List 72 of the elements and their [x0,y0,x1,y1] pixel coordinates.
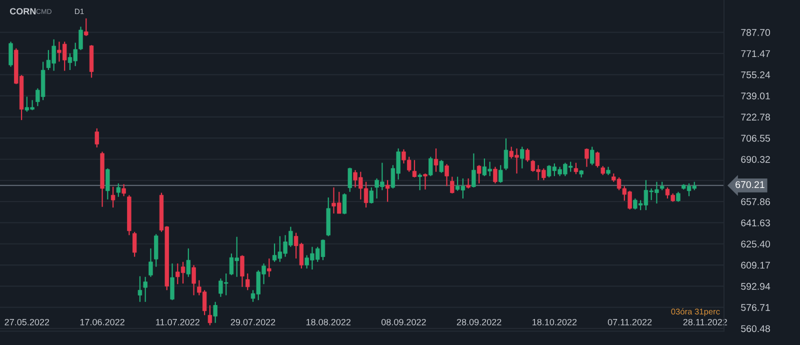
y-tick-label: 787.70 [741,29,770,36]
candlestick [8,41,13,68]
candlestick [106,168,110,200]
candlestick [154,234,158,268]
y-tick-label: 560.48 [741,325,770,332]
x-tick-label: 28.09.2022 [456,318,502,326]
candlestick [94,128,99,148]
candlestick [574,162,578,175]
candlestick [84,18,88,37]
candlestick [423,172,428,190]
candlestick [385,180,390,202]
annotation: 03óra 31perc [671,308,720,316]
candlestick [439,160,444,174]
candlestick [192,264,196,296]
candlestick [676,191,680,202]
candlestick [186,248,190,278]
candlestick [595,151,600,168]
candlestick [348,167,352,192]
candlestick [412,160,417,178]
y-tick-label: 722.78 [741,114,770,121]
y-tick-label: 690.32 [741,156,770,163]
candlestick [213,301,218,324]
candlestick [434,148,438,172]
candlestick [444,164,449,187]
candlestick [246,272,250,291]
x-tick-label: 07.11.2022 [608,318,652,326]
candlestick [590,146,594,166]
y-tick-label: 641.63 [741,219,770,226]
x-tick-label: 08.09.2022 [381,318,426,326]
x-tick-label: 11.07.2022 [156,318,200,326]
candlestick [122,184,126,197]
text: CORN [10,8,36,14]
candlestick [418,172,422,191]
candlestick [110,186,116,208]
x-tick-label: 18.08.2022 [306,318,350,326]
ref-line-label: 670.21 [736,181,764,188]
y-tick-label: 771.47 [741,50,770,57]
candlestick [138,276,142,302]
candlestick [267,258,272,278]
candlestick [170,262,174,301]
candlestick [498,164,503,184]
candlestick [520,146,524,169]
y-tick-label: 755.24 [741,71,770,78]
candlestick [450,176,454,194]
y-tick-label: 739.01 [741,92,770,100]
y-tick-label: 657.86 [741,198,770,206]
y-tick-label: 609.17 [741,262,770,269]
x-tick-label: 18.10.2022 [532,318,577,326]
candlestick [369,186,374,204]
candlestick [148,248,153,278]
candlestick [428,156,433,177]
x-tick-label: 28.11.2022 [683,318,727,326]
candlestick [208,304,212,326]
candlestick [525,148,530,162]
x-tick-label: 17.06.2022 [80,318,124,326]
candlestick [143,276,148,302]
candlestick [342,192,347,215]
y-tick-label: 706.55 [741,134,770,142]
y-tick-label: 625.40 [741,240,770,248]
candlestick [116,182,121,198]
candlestick [466,178,470,190]
candlestick [504,138,508,171]
x-tick-label: 27.05.2022 [4,318,50,326]
candlestick [584,148,589,168]
x-tick-label: 29.07.2022 [230,318,276,326]
candlestick [493,166,498,184]
y-tick-label: 576.71 [741,304,770,311]
candlestick [476,164,482,184]
candlestick [132,231,137,258]
candlestick [472,152,476,188]
candlestick [240,254,244,288]
y-tick-label: 592.94 [741,282,770,290]
